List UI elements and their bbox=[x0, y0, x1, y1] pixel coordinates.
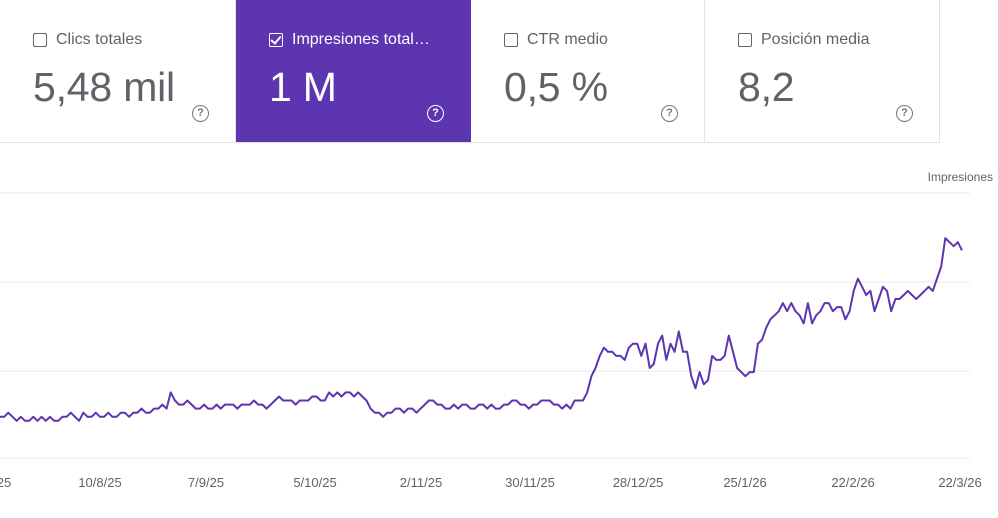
x-tick-label: 28/12/25 bbox=[613, 475, 664, 490]
x-tick-label: 30/11/25 bbox=[505, 475, 555, 490]
help-icon[interactable]: ? bbox=[896, 105, 913, 122]
checkbox-unchecked-icon[interactable] bbox=[738, 33, 752, 47]
x-tick-label: 22/2/26 bbox=[831, 475, 874, 490]
help-icon[interactable]: ? bbox=[661, 105, 678, 122]
metric-card-header: CTR medio bbox=[504, 31, 608, 49]
x-tick-label: 5/10/25 bbox=[293, 475, 336, 490]
metric-card-header: Posición media bbox=[738, 31, 870, 49]
metric-card-clicks[interactable]: Clics totales 5,48 mil ? bbox=[0, 0, 236, 142]
checkbox-unchecked-icon[interactable] bbox=[33, 33, 47, 47]
metric-card-header: Clics totales bbox=[33, 31, 142, 49]
metric-card-header: Impresiones total… bbox=[269, 31, 430, 49]
x-tick-label: 10/8/25 bbox=[78, 475, 121, 490]
metric-value: 8,2 bbox=[738, 64, 795, 110]
metric-cards: Clics totales 5,48 mil ? Impresiones tot… bbox=[0, 0, 940, 143]
x-tick-label: 7/9/25 bbox=[188, 475, 224, 490]
metric-value: 0,5 % bbox=[504, 64, 608, 110]
help-icon[interactable]: ? bbox=[192, 105, 209, 122]
help-icon[interactable]: ? bbox=[427, 105, 444, 122]
x-tick-label: 22/3/26 bbox=[938, 475, 981, 490]
x-tick-label: 2/11/25 bbox=[400, 475, 442, 490]
checkbox-checked-icon[interactable] bbox=[269, 33, 283, 47]
x-tick-label: 25 bbox=[0, 475, 11, 490]
metric-card-impressions[interactable]: Impresiones total… 1 M ? bbox=[236, 0, 471, 142]
chart-series-label: Impresiones bbox=[927, 170, 993, 184]
metric-card-position[interactable]: Posición media 8,2 ? bbox=[705, 0, 940, 142]
x-tick-label: 25/1/26 bbox=[723, 475, 766, 490]
checkbox-unchecked-icon[interactable] bbox=[504, 33, 518, 47]
metric-value: 1 M bbox=[269, 64, 337, 110]
impressions-series-line bbox=[0, 237, 963, 422]
metric-value: 5,48 mil bbox=[33, 64, 175, 110]
metric-card-ctr[interactable]: CTR medio 0,5 % ? bbox=[471, 0, 705, 142]
